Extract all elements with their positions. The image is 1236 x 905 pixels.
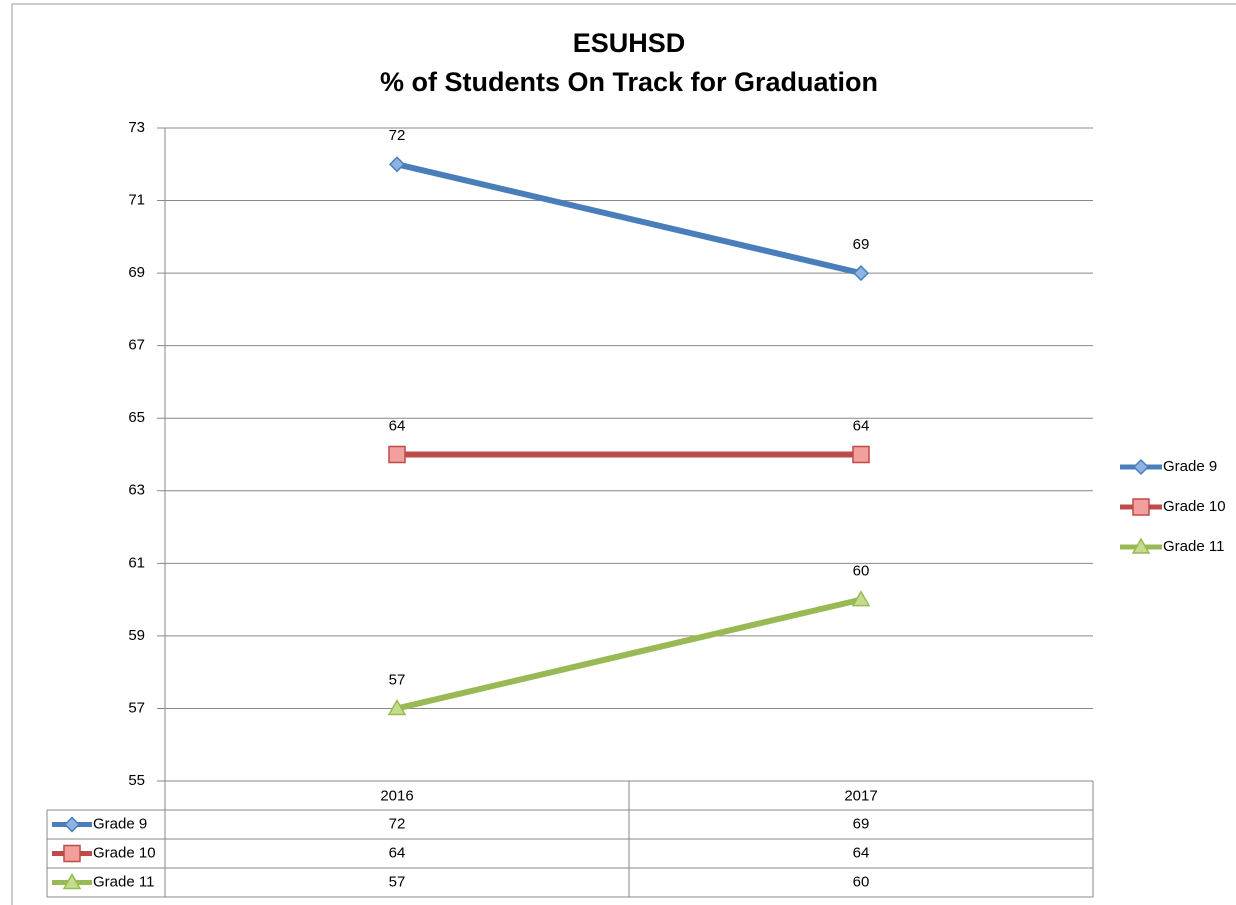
x-tick-label: 2017 (844, 787, 877, 804)
series-line (396, 161, 862, 277)
table-cell: 72 (389, 815, 406, 832)
data-point (852, 265, 870, 282)
data-label: 57 (389, 671, 406, 688)
data-point (388, 156, 406, 173)
y-tick-label: 57 (128, 699, 145, 716)
data-label: 69 (853, 236, 870, 253)
chart-title: ESUHSD (573, 28, 686, 58)
chart-subtitle: % of Students On Track for Graduation (380, 67, 878, 97)
y-tick-label: 63 (128, 482, 145, 499)
data-label: 60 (853, 563, 870, 580)
table-legend-marker (63, 816, 81, 833)
legend-label: Grade 11 (1163, 538, 1224, 555)
data-point (388, 445, 406, 464)
data-point (852, 445, 870, 464)
legend-label: Grade 9 (1163, 458, 1217, 475)
table-row-label: Grade 9 (93, 815, 147, 832)
y-tick-label: 55 (128, 772, 145, 789)
y-tick-label: 61 (128, 554, 145, 571)
legend-marker (1131, 537, 1151, 554)
table-row-label: Grade 11 (93, 873, 154, 890)
table-legend-marker (63, 844, 81, 863)
table-cell: 64 (853, 844, 870, 861)
y-tick-label: 73 (128, 119, 145, 136)
table-cell: 57 (389, 873, 406, 890)
table-cell: 69 (853, 815, 870, 832)
y-tick-label: 65 (128, 409, 145, 426)
legend-marker (1132, 458, 1150, 476)
data-point (387, 698, 407, 716)
data-label: 64 (853, 417, 870, 434)
y-tick-label: 67 (128, 337, 145, 354)
data-point (851, 590, 871, 607)
table-row-label: Grade 10 (93, 844, 156, 861)
table-cell: 64 (389, 844, 406, 861)
data-label: 64 (389, 417, 406, 434)
table-cell: 60 (853, 873, 870, 890)
legend-marker (1132, 498, 1150, 516)
legend-label: Grade 10 (1163, 498, 1226, 515)
series-line (396, 596, 862, 712)
y-tick-label: 59 (128, 627, 145, 644)
y-tick-label: 71 (128, 192, 145, 209)
x-tick-label: 2016 (380, 787, 413, 804)
y-tick-label: 69 (128, 264, 145, 281)
table-legend-marker (62, 872, 82, 890)
data-label: 72 (389, 127, 406, 144)
